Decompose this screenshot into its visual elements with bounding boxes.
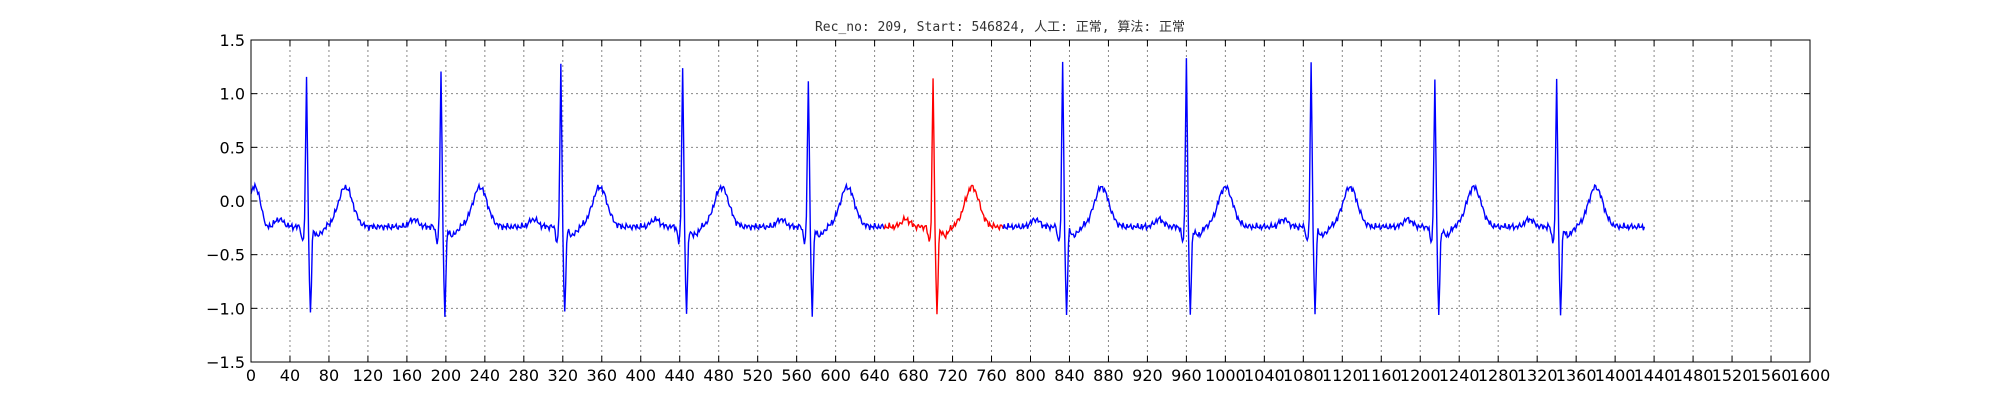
x-tick-label: 1080 xyxy=(1283,366,1324,385)
x-tick-label: 920 xyxy=(1132,366,1163,385)
x-tick-label: 280 xyxy=(509,366,540,385)
x-tick-label: 200 xyxy=(431,366,462,385)
x-tick-label: 320 xyxy=(548,366,579,385)
x-tick-label: 560 xyxy=(781,366,812,385)
grid-lines xyxy=(251,40,1810,362)
x-tick-label: 1040 xyxy=(1244,366,1285,385)
y-axis: −1.5 −1.0 −0.5 0.0 0.5 1.0 1.5 xyxy=(206,31,1810,372)
x-axis: 0 40 80 120 160 200 240 280 320 360 400 440 480 520 56… xyxy=(246,40,1830,385)
y-tick-label: 0.0 xyxy=(220,192,245,211)
x-tick-label: 1120 xyxy=(1322,366,1363,385)
ecg-signal xyxy=(250,58,1646,317)
chart-title: Rec_no: 209, Start: 546824, 人工: 正常, 算法: … xyxy=(815,20,1185,35)
y-tick-label: −1.0 xyxy=(206,299,245,318)
x-tick-label: 1000 xyxy=(1205,366,1246,385)
x-tick-label: 40 xyxy=(280,366,300,385)
x-tick-label: 760 xyxy=(976,366,1007,385)
x-tick-label: 480 xyxy=(703,366,734,385)
x-tick-label: 120 xyxy=(353,366,384,385)
x-tick-label: 520 xyxy=(742,366,773,385)
x-tick-label: 720 xyxy=(937,366,968,385)
x-tick-label: 440 xyxy=(664,366,695,385)
x-tick-label: 0 xyxy=(246,366,256,385)
x-tick-label: 1360 xyxy=(1556,366,1597,385)
y-tick-label: −0.5 xyxy=(206,246,245,265)
x-tick-label: 240 xyxy=(470,366,501,385)
x-tick-label: 1560 xyxy=(1751,366,1792,385)
x-tick-label: 400 xyxy=(625,366,656,385)
ecg-trace-after xyxy=(1002,58,1646,316)
x-tick-label: 1240 xyxy=(1439,366,1480,385)
x-tick-label: 960 xyxy=(1171,366,1202,385)
x-tick-label: 160 xyxy=(392,366,423,385)
x-tick-label: 800 xyxy=(1015,366,1046,385)
ecg-trace-before xyxy=(250,63,885,317)
x-tick-label: 600 xyxy=(820,366,851,385)
y-tick-label: −1.5 xyxy=(206,353,245,372)
y-tick-label: 1.5 xyxy=(220,31,245,50)
x-tick-label: 1320 xyxy=(1517,366,1558,385)
x-tick-label: 360 xyxy=(587,366,618,385)
x-tick-label: 1480 xyxy=(1673,366,1714,385)
x-tick-label: 1160 xyxy=(1361,366,1402,385)
x-tick-label: 80 xyxy=(319,366,339,385)
x-tick-label: 1440 xyxy=(1634,366,1675,385)
x-tick-label: 640 xyxy=(859,366,890,385)
y-tick-label: 0.5 xyxy=(220,138,245,157)
x-tick-label: 1400 xyxy=(1595,366,1636,385)
x-tick-label: 840 xyxy=(1054,366,1085,385)
y-tick-label: 1.0 xyxy=(220,85,245,104)
x-tick-label: 1520 xyxy=(1712,366,1753,385)
x-tick-label: 1280 xyxy=(1478,366,1519,385)
x-tick-label: 1600 xyxy=(1790,366,1831,385)
ecg-trace-highlight xyxy=(883,78,1004,315)
x-tick-label: 1200 xyxy=(1400,366,1441,385)
x-tick-label: 880 xyxy=(1093,366,1124,385)
x-tick-label: 680 xyxy=(898,366,929,385)
